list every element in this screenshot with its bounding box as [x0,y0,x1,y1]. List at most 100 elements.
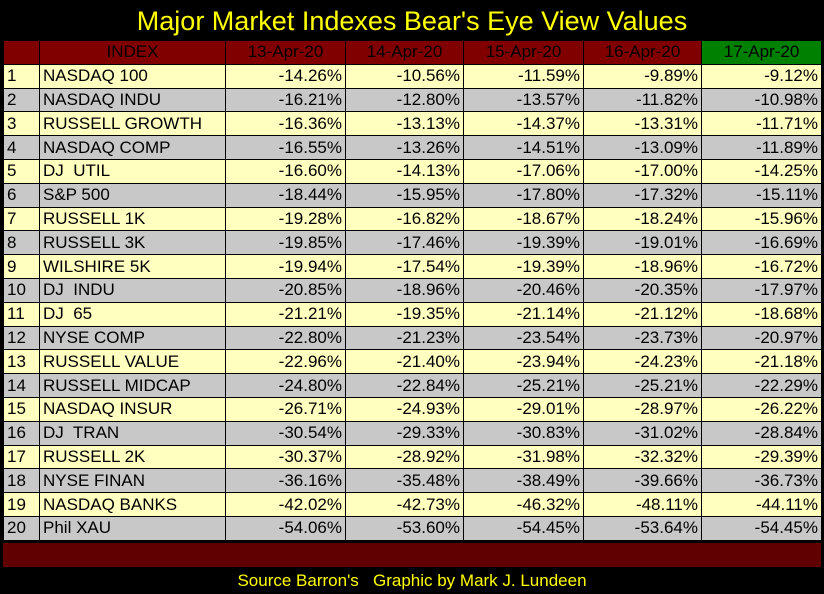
row-value: -31.98% [463,444,584,470]
row-value: -54.45% [463,515,584,541]
row-value: -48.11% [583,492,702,517]
table-row: 9 WILSHIRE 5K -19.94% -17.54% -19.39% -18.96%… [3,254,822,279]
row-value: -19.39% [463,254,584,279]
row-value: -23.73% [583,325,702,351]
row-index-name: RUSSELL 2K [39,444,226,470]
row-value: -17.97% [701,277,822,303]
row-value: -19.94% [225,254,346,279]
table-row: 13 RUSSELL VALUE -22.96% -21.40% -23.94% -24.… [3,349,822,375]
row-value: -13.31% [583,111,702,137]
row-value: -16.82% [345,206,464,232]
row-index-name: RUSSELL VALUE [39,349,226,375]
row-value: -19.28% [225,206,346,232]
row-value: -42.73% [345,492,464,517]
row-value: -30.37% [225,444,346,470]
row-value: -18.96% [583,254,702,279]
header-date: 13-Apr-20 [225,40,346,65]
row-value: -12.80% [345,87,464,113]
row-value: -11.71% [701,111,822,137]
row-index-name: RUSSELL 3K [39,230,226,256]
row-value: -19.01% [583,230,702,256]
row-index-name: RUSSELL MIDCAP [39,373,226,398]
chart-title: Major Market Indexes Bear's Eye View Val… [136,6,688,36]
row-value: -21.18% [701,349,822,375]
row-value: -14.37% [463,111,584,137]
row-value: -14.25% [701,158,822,184]
table-row: 8 RUSSELL 3K -19.85% -17.46% -19.39% -19.01% -… [3,230,822,256]
row-rank: 16 [3,420,40,446]
row-index-name: NASDAQ COMP [39,135,226,160]
table-row: 5 DJ UTIL -16.60% -14.13% -17.06% -17.00% -14.… [3,158,822,184]
row-value: -36.73% [701,468,822,494]
footer-bar [3,543,821,567]
row-value: -18.44% [225,182,346,208]
row-value: -32.32% [583,444,702,470]
row-index-name: DJ UTIL [39,158,226,184]
row-rank: 12 [3,325,40,351]
row-index-name: S&P 500 [39,182,226,208]
table-row: 17 RUSSELL 2K -30.37% -28.92% -31.98% -32.32%… [3,444,822,470]
row-value: -25.21% [583,373,702,398]
row-value: -16.60% [225,158,346,184]
table-row: 7 RUSSELL 1K -19.28% -16.82% -18.67% -18.24% -… [3,206,822,232]
row-value: -53.64% [583,515,702,541]
row-value: -14.26% [225,63,346,89]
row-value: -16.55% [225,135,346,160]
row-value: -17.00% [583,158,702,184]
row-value: -9.12% [701,63,822,89]
table-row: 1 NASDAQ 100 -14.26% -10.56% -11.59% -9.89% -9… [3,63,822,89]
row-value: -54.45% [701,515,822,541]
table-row: 4 NASDAQ COMP -16.55% -13.26% -14.51% -13.09%… [3,135,822,160]
row-value: -9.89% [583,63,702,89]
table-body: 1 NASDAQ 100 -14.26% -10.56% -11.59% -9.89% -9… [3,63,822,541]
row-value: -21.12% [583,301,702,327]
row-index-name: NASDAQ INDU [39,87,226,113]
table-row: 20 Phil XAU -54.06% -53.60% -54.45% -53.64% -5… [3,515,822,541]
table-row: 16 DJ TRAN -30.54% -29.33% -30.83% -31.02% -28… [3,420,822,446]
row-index-name: NYSE COMP [39,325,226,351]
row-value: -36.16% [225,468,346,494]
row-value: -28.84% [701,420,822,446]
row-value: -16.36% [225,111,346,137]
row-value: -29.33% [345,420,464,446]
row-value: -16.21% [225,87,346,113]
row-rank: 3 [3,111,40,137]
row-value: -20.97% [701,325,822,351]
table-row: 12 NYSE COMP -22.80% -21.23% -23.54% -23.73% -… [3,325,822,351]
row-rank: 14 [3,373,40,398]
row-value: -18.67% [463,206,584,232]
header-index: INDEX [39,40,226,65]
header-date-latest: 17-Apr-20 [701,40,822,65]
row-value: -17.06% [463,158,584,184]
row-value: -16.69% [701,230,822,256]
row-rank: 1 [3,63,40,89]
row-value: -15.96% [701,206,822,232]
row-rank: 17 [3,444,40,470]
row-value: -25.21% [463,373,584,398]
row-value: -31.02% [583,420,702,446]
row-value: -28.92% [345,444,464,470]
row-value: -29.39% [701,444,822,470]
row-value: -24.23% [583,349,702,375]
row-index-name: WILSHIRE 5K [39,254,226,279]
row-value: -22.80% [225,325,346,351]
row-value: -21.40% [345,349,464,375]
row-value: -30.83% [463,420,584,446]
index-table: INDEX 13-Apr-20 14-Apr-20 15-Apr-20 16-A… [3,40,822,541]
row-value: -13.09% [583,135,702,160]
row-value: -28.97% [583,396,702,422]
row-index-name: Phil XAU [39,515,226,541]
row-value: -20.35% [583,277,702,303]
row-rank: 2 [3,87,40,113]
header-date: 16-Apr-20 [583,40,702,65]
row-index-name: DJ TRAN [39,420,226,446]
row-rank: 18 [3,468,40,494]
row-rank: 5 [3,158,40,184]
row-value: -30.54% [225,420,346,446]
row-value: -13.13% [345,111,464,137]
row-value: -15.95% [345,182,464,208]
row-value: -17.46% [345,230,464,256]
row-value: -20.46% [463,277,584,303]
table-row: 2 NASDAQ INDU -16.21% -12.80% -13.57% -11.82%… [3,87,822,113]
